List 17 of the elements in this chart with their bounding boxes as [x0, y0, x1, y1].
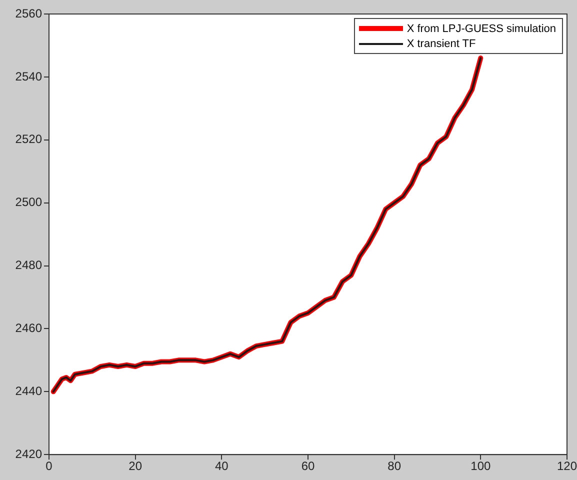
y-tick-label: 2480 — [15, 258, 42, 272]
legend-label: X from LPJ-GUESS simulation — [406, 22, 556, 34]
y-tick-label: 2500 — [15, 195, 42, 210]
y-tick-label: 2560 — [15, 6, 42, 20]
legend-label: X transient TF — [406, 38, 476, 50]
x-tick-label: 100 — [470, 459, 491, 474]
y-tick-label: 2520 — [15, 132, 42, 146]
y-tick-label: 2460 — [15, 321, 42, 336]
y-tick-label: 2540 — [15, 69, 42, 84]
x-tick-label: 60 — [301, 459, 315, 474]
x-tick-label: 120 — [556, 459, 577, 474]
x-tick-label: 20 — [128, 459, 142, 474]
x-tick-label: 0 — [46, 459, 53, 474]
y-tick-label: 2420 — [15, 446, 42, 461]
x-tick-label: 40 — [214, 459, 229, 474]
x-tick-label: 80 — [388, 459, 402, 474]
y-tick-label: 2440 — [15, 384, 42, 398]
